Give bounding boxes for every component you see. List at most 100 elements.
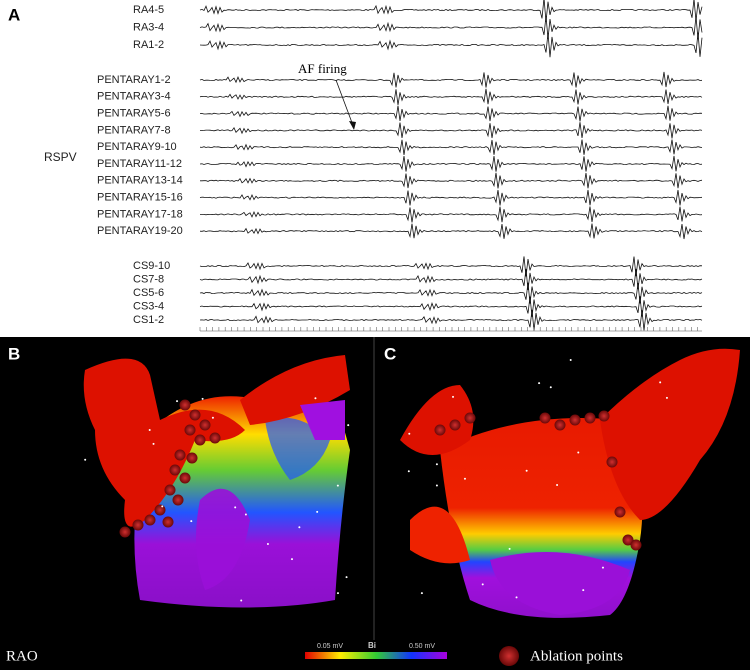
channel-label: CS7-8 <box>133 273 164 285</box>
map-point <box>665 396 668 399</box>
ablation-point <box>189 409 201 421</box>
trace <box>199 268 703 291</box>
channel-label: PENTARAY1-2 <box>97 74 171 86</box>
map-point <box>538 382 541 385</box>
ablation-point <box>154 504 166 516</box>
scale-min: 0.05 mV <box>317 643 343 650</box>
trace <box>199 309 703 331</box>
view-label: RAO <box>6 648 38 664</box>
channel-label: CS1-2 <box>133 314 164 326</box>
trace <box>199 71 703 88</box>
ablation-point <box>209 432 221 444</box>
channel-label: PENTARAY9-10 <box>97 141 177 153</box>
ablation-point <box>169 464 181 476</box>
map-point <box>549 386 552 389</box>
channel-label: PENTARAY19-20 <box>97 225 183 237</box>
panel-label: B <box>8 344 20 363</box>
trace <box>199 155 703 172</box>
trace <box>199 32 703 58</box>
map-point <box>601 566 604 569</box>
ablation-point <box>606 456 618 468</box>
ablation-point <box>598 410 610 422</box>
ablation-point <box>464 412 476 424</box>
ablation-point <box>186 452 198 464</box>
channel-label: RA3-4 <box>133 21 164 33</box>
legend-marker <box>499 646 519 666</box>
map-point <box>152 442 155 445</box>
map-point <box>148 428 151 431</box>
ablation-point <box>144 514 156 526</box>
map-point <box>314 397 317 400</box>
map-point <box>508 547 511 550</box>
map-point <box>176 400 179 403</box>
map-point <box>435 463 438 466</box>
arrow-head <box>349 121 356 130</box>
trace <box>200 206 703 223</box>
trace <box>199 189 703 206</box>
map-c <box>400 348 740 618</box>
map-point <box>452 395 455 398</box>
trace <box>199 282 703 304</box>
ablation-point <box>179 472 191 484</box>
channel-label: CS9-10 <box>133 260 170 272</box>
trace <box>200 172 703 189</box>
ablation-point <box>554 419 566 431</box>
ablation-point <box>162 516 174 528</box>
map-point <box>556 483 559 486</box>
legend-label: Ablation points <box>530 648 623 664</box>
ablation-point <box>179 399 191 411</box>
map-point <box>298 526 301 529</box>
trace <box>199 296 703 317</box>
channel-label: PENTARAY11-12 <box>97 158 182 170</box>
map-point <box>201 397 204 400</box>
map-point <box>244 513 247 516</box>
map-point <box>161 505 164 508</box>
ablation-point <box>449 419 461 431</box>
trace <box>199 139 703 155</box>
map-point <box>408 432 411 435</box>
trace <box>199 256 703 277</box>
map-point <box>240 599 243 602</box>
trace <box>199 0 703 22</box>
channel-label: PENTARAY5-6 <box>97 108 171 120</box>
ablation-point <box>132 519 144 531</box>
annotation-arrow <box>335 79 355 129</box>
region-label: RSPV <box>44 150 77 164</box>
channel-label: CS3-4 <box>133 300 164 312</box>
map-point <box>211 416 214 419</box>
scale-max: 0.50 mV <box>409 643 435 650</box>
scale-name: Bi <box>368 641 376 650</box>
ablation-point <box>614 506 626 518</box>
ablation-point <box>584 412 596 424</box>
map-point <box>316 510 319 513</box>
map-point <box>577 451 580 454</box>
ablation-point <box>434 424 446 436</box>
trace <box>199 15 703 40</box>
map-b <box>83 355 350 608</box>
map-point <box>190 520 193 523</box>
channel-label: PENTARAY17-18 <box>97 208 183 220</box>
time-ticks <box>199 327 702 332</box>
ablation-point <box>539 412 551 424</box>
channel-label: CS5-6 <box>133 287 164 299</box>
trace <box>199 105 703 122</box>
channel-label: RA1-2 <box>133 39 164 51</box>
map-point <box>525 469 528 472</box>
ablation-point <box>622 534 634 546</box>
trace <box>199 122 703 139</box>
ablation-point <box>172 494 184 506</box>
ablation-point <box>199 419 211 431</box>
map-point <box>435 484 438 487</box>
channel-label: RA4-5 <box>133 4 164 16</box>
map-point <box>234 506 237 509</box>
panel-label: A <box>8 5 20 24</box>
panel-a-bg <box>0 0 750 337</box>
ablation-point <box>174 449 186 461</box>
map-point <box>569 359 572 362</box>
map-point <box>659 381 662 384</box>
map-point <box>336 592 339 595</box>
map-point <box>481 583 484 586</box>
channel-label: PENTARAY7-8 <box>97 124 171 136</box>
ablation-point <box>194 434 206 446</box>
